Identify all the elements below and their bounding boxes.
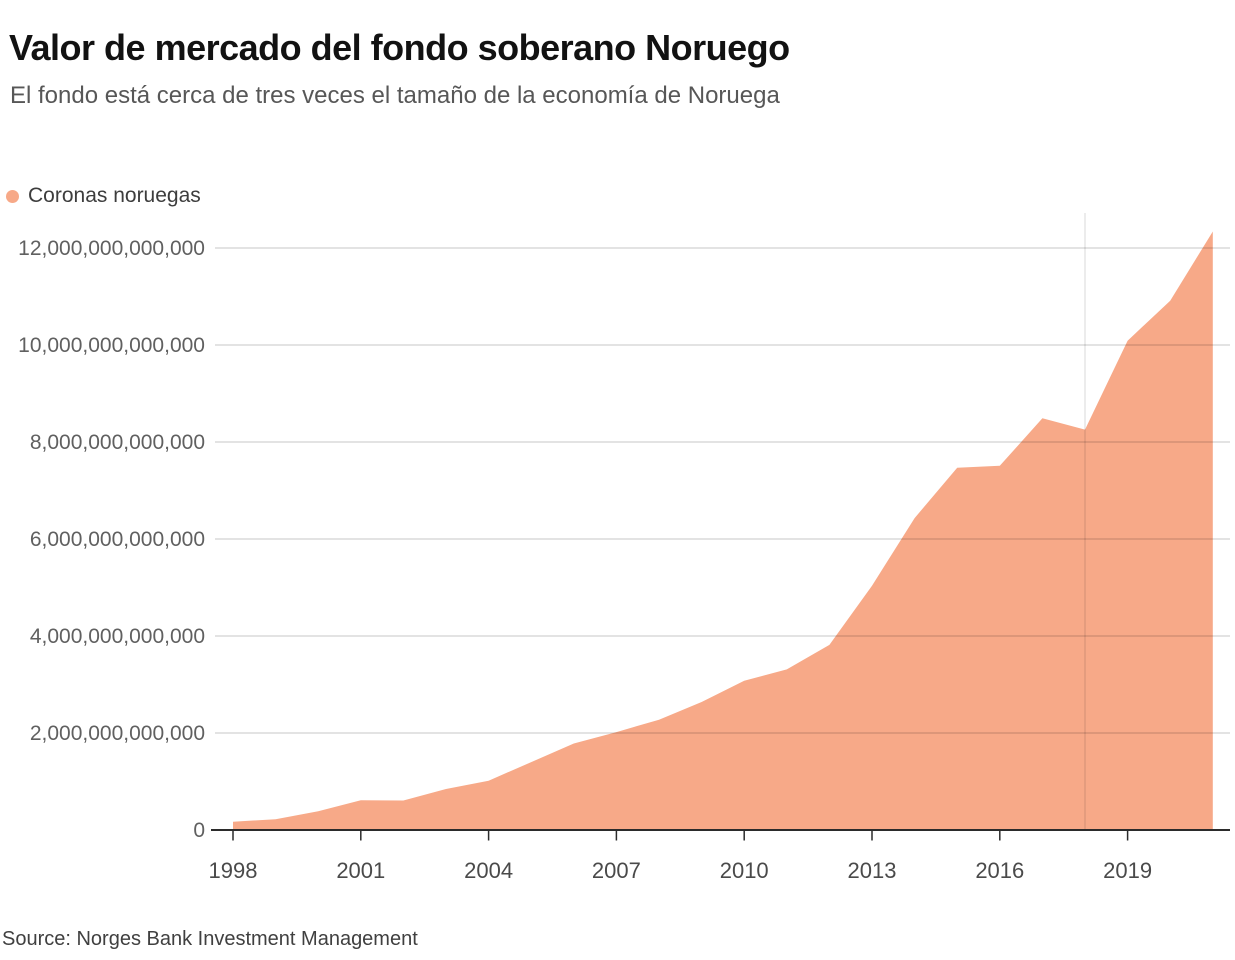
x-tick-label: 2013 [848,858,897,883]
x-tick-label: 2001 [336,858,385,883]
area-series-fill [233,231,1213,830]
legend: Coronas noruegas [6,184,201,208]
legend-dot-icon [6,189,19,203]
y-tick-label: 12,000,000,000,000 [18,237,205,260]
legend-label: Coronas noruegas [28,184,201,207]
x-tick-label: 2016 [975,858,1024,883]
y-tick-label: 6,000,000,000,000 [30,528,205,551]
x-tick-label: 1998 [209,858,258,883]
x-tick-label: 2004 [464,858,513,883]
y-tick-label: 8,000,000,000,000 [30,431,205,454]
chart-title: Valor de mercado del fondo soberano Noru… [9,27,790,68]
chart-subtitle: El fondo está cerca de tres veces el tam… [10,82,780,109]
y-tick-label: 2,000,000,000,000 [30,722,205,745]
x-tick-label: 2010 [720,858,769,883]
y-tick-label: 4,000,000,000,000 [30,625,205,648]
source-credit: Source: Norges Bank Investment Managemen… [2,928,418,950]
y-tick-label: 0 [193,819,205,842]
y-tick-label: 10,000,000,000,000 [18,334,205,357]
x-tick-label: 2019 [1103,858,1152,883]
x-tick-label: 2007 [592,858,641,883]
